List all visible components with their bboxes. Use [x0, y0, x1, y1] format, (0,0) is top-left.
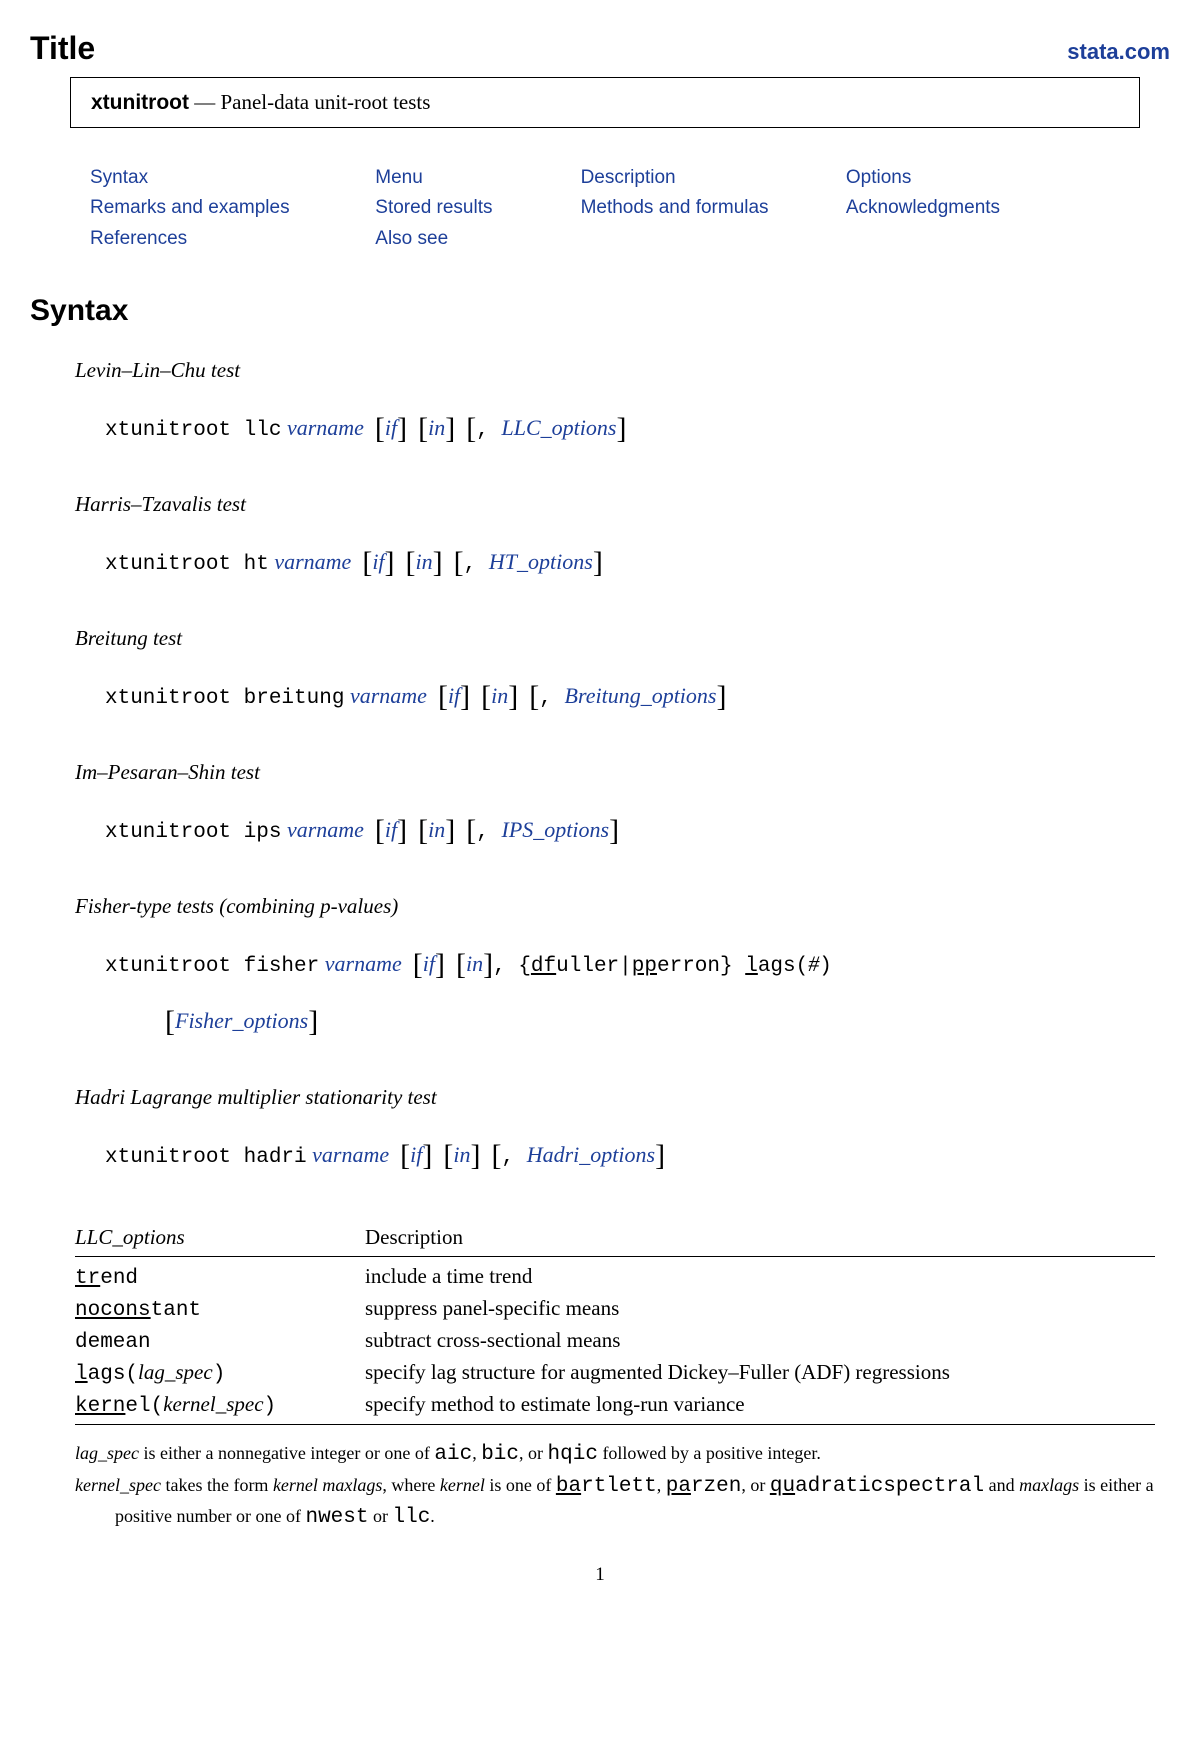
page: Title stata.com xtunitroot — Panel-data … [0, 0, 1200, 1606]
test-label: Breitung test [75, 626, 1170, 651]
table-caption: LLC_options [75, 1225, 185, 1249]
cmdline: xtunitroot fisher varname [if] [in], {df… [105, 933, 1170, 1047]
site-link[interactable]: stata.com [1067, 39, 1170, 65]
syntax-hadri: Hadri Lagrange multiplier stationarity t… [75, 1085, 1170, 1181]
lbr: [ [466, 412, 476, 445]
test-label: Levin–Lin–Chu test [75, 358, 1170, 383]
syntax-breitung: Breitung test xtunitroot breitung varnam… [75, 626, 1170, 722]
cmd: xtunitroot hadri [105, 1146, 307, 1169]
table-row: noconstant suppress panel-specific means [75, 1293, 1155, 1325]
nav-description[interactable]: Description [581, 163, 676, 193]
opts[interactable]: LLC_options [502, 415, 617, 440]
opt-dfuller: df [531, 955, 556, 978]
syntax-fisher: Fisher-type tests (combining p-values) x… [75, 894, 1170, 1047]
comma: , [476, 419, 501, 442]
command-name: xtunitroot [91, 91, 189, 114]
cmd: xtunitroot ht [105, 553, 269, 576]
toc-links: Syntax Menu Description Options Remarks … [90, 163, 1170, 254]
cmdline: xtunitroot breitung varname [if] [in] [,… [105, 665, 1170, 722]
cmdline: xtunitroot hadri varname [if] [in] [, Ha… [105, 1124, 1170, 1181]
nav-methods[interactable]: Methods and formulas [581, 193, 769, 223]
rbr: ] [616, 412, 626, 445]
cmd: xtunitroot ips [105, 821, 281, 844]
opt-lags: l [745, 955, 758, 978]
lbr: [ [375, 412, 385, 445]
rbr: ] [445, 412, 455, 445]
nav-options[interactable]: Options [846, 163, 911, 193]
command-sep: — [194, 90, 220, 114]
nav-remarks[interactable]: Remarks and examples [90, 193, 290, 223]
table-row: trend include a time trend [75, 1261, 1155, 1293]
header: Title stata.com [30, 30, 1170, 67]
nav-references[interactable]: References [90, 224, 187, 254]
cmdline: xtunitroot ips varname [if] [in] [, IPS_… [105, 799, 1170, 856]
test-label: Fisher-type tests (combining p-values) [75, 894, 1170, 919]
syntax-llc: Levin–Lin–Chu test xtunitroot llc varnam… [75, 358, 1170, 454]
table-row: lags(lag_spec) specify lag structure for… [75, 1357, 1155, 1389]
page-title: Title [30, 30, 95, 67]
cmdline: xtunitroot ht varname [if] [in] [, HT_op… [105, 531, 1170, 588]
nav-alsosee[interactable]: Also see [375, 224, 448, 254]
if[interactable]: if [385, 415, 397, 440]
varname[interactable]: varname [274, 549, 351, 574]
command-box: xtunitroot — Panel-data unit-root tests [70, 77, 1140, 128]
test-label: Hadri Lagrange multiplier stationarity t… [75, 1085, 1170, 1110]
test-label: Im–Pesaran–Shin test [75, 760, 1170, 785]
in[interactable]: in [428, 415, 445, 440]
nav-syntax[interactable]: Syntax [90, 163, 148, 193]
footnote-lagspec: lag_spec is either a nonnegative integer… [75, 1439, 1155, 1471]
llc-options-table: LLC_options Description trend include a … [75, 1219, 1155, 1425]
cmd: xtunitroot llc [105, 419, 281, 442]
cmdline: xtunitroot llc varname [if] [in] [, LLC_… [105, 397, 1170, 454]
table-row: kernel(kernel_spec) specify method to es… [75, 1389, 1155, 1425]
opt-pperron: pp [632, 955, 657, 978]
table-desc-hdr: Description [365, 1219, 1155, 1257]
table-row: demean subtract cross-sectional means [75, 1325, 1155, 1357]
section-syntax: Syntax [30, 294, 1170, 328]
nav-ack[interactable]: Acknowledgments [846, 193, 1000, 223]
command-desc: Panel-data unit-root tests [220, 90, 430, 114]
cmd: xtunitroot fisher [105, 955, 319, 978]
syntax-ips: Im–Pesaran–Shin test xtunitroot ips varn… [75, 760, 1170, 856]
nav-menu[interactable]: Menu [375, 163, 423, 193]
nav-stored[interactable]: Stored results [375, 193, 492, 223]
page-number: 1 [30, 1564, 1170, 1586]
rbr: ] [397, 412, 407, 445]
footnotes: lag_spec is either a nonnegative integer… [75, 1439, 1155, 1534]
syntax-ht: Harris–Tzavalis test xtunitroot ht varna… [75, 492, 1170, 588]
lbr: [ [418, 412, 428, 445]
footnote-kernelspec: kernel_spec takes the form kernel maxlag… [75, 1471, 1155, 1534]
test-label: Harris–Tzavalis test [75, 492, 1170, 517]
cmd: xtunitroot breitung [105, 687, 344, 710]
varname[interactable]: varname [287, 415, 364, 440]
